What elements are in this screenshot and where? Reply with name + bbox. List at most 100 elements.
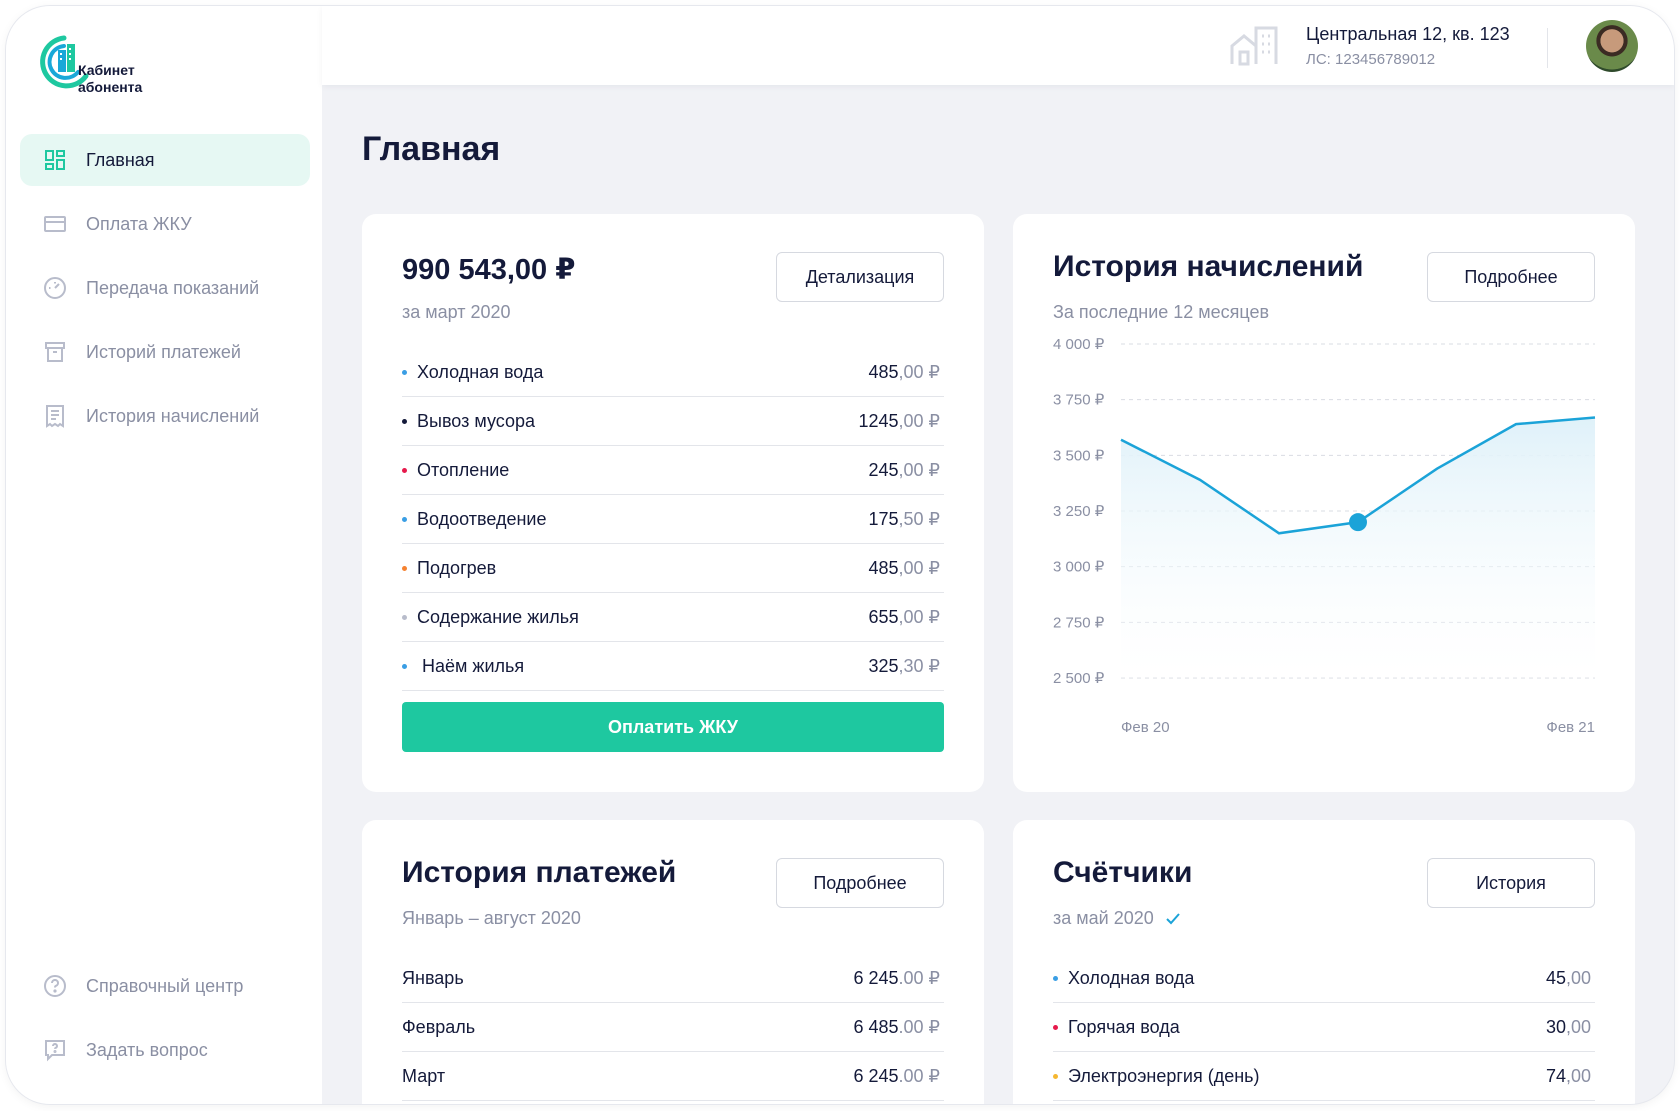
- payment-row-label-wrap: Февраль: [402, 1017, 475, 1038]
- bill-period: за март 2020: [402, 302, 511, 322]
- amount-integer: 6 245: [853, 967, 899, 988]
- bill-item-label: Подогрев: [417, 557, 497, 578]
- sidebar-item-readings[interactable]: Передача показаний: [20, 262, 310, 314]
- meter-row-amount: 45,00: [1546, 968, 1595, 989]
- y-tick-label: 3 500 ₽: [1053, 447, 1105, 464]
- sidebar-item-label: Справочный центр: [86, 975, 244, 996]
- amount-fraction: ,00 ₽: [898, 459, 940, 480]
- archive-icon: [42, 339, 68, 365]
- bill-item: Холодная вода 485,00 ₽: [402, 348, 944, 397]
- receipt-icon: [42, 403, 68, 429]
- amount-fraction: ,00: [1565, 1065, 1591, 1086]
- payments-more-button[interactable]: Подробнее: [776, 858, 944, 908]
- sidebar-item-payment[interactable]: Оплата ЖКУ: [20, 198, 310, 250]
- sidebar-item-label: Задать вопрос: [86, 1039, 208, 1060]
- amount-integer: 485: [868, 361, 899, 382]
- bullet-dot: [402, 663, 407, 669]
- bullet-dot: [402, 516, 407, 522]
- sidebar-item-label: Историй платежей: [86, 341, 241, 362]
- dashboard-icon: [42, 147, 68, 173]
- meter-row-label: Холодная вода: [1068, 967, 1195, 988]
- amount-integer: 1245: [858, 410, 899, 431]
- meters-list: Холодная вода 45,00 Горячая вода 30,00 Элект…: [1053, 954, 1595, 1101]
- sidebar-item-ask-question[interactable]: Задать вопрос: [20, 1024, 310, 1076]
- logo-icon: [40, 35, 89, 89]
- bill-item-label-wrap: Водоотведение: [402, 509, 547, 530]
- payments-card: История платежей Январь – август 2020 По…: [362, 820, 984, 1104]
- accruals-subtitle: За последние 12 месяцев: [1053, 302, 1270, 322]
- meter-row-label-wrap: Горячая вода: [1053, 1017, 1180, 1038]
- meters-subtitle: за май 2020: [1053, 908, 1154, 928]
- bill-item-label: Вывоз мусора: [417, 410, 535, 431]
- amount-integer: 6 245: [853, 1065, 899, 1086]
- address-block[interactable]: Центральная 12, кв. 123 ЛС: 123456789012: [1306, 24, 1510, 68]
- y-tick-label: 2 750 ₽: [1053, 614, 1105, 631]
- logo-line-1: Кабинет: [78, 62, 135, 78]
- meters-card: Счётчики за май 2020 История Холодная во…: [1013, 820, 1635, 1104]
- payment-row-label-wrap: Март: [402, 1066, 445, 1087]
- payments-list: Январь 6 245.00 ₽ Февраль 6 485.00 ₽ Март 6 2…: [402, 954, 944, 1101]
- amount-fraction: .00 ₽: [898, 1065, 940, 1086]
- address-text: Центральная 12, кв. 123: [1306, 24, 1510, 44]
- bill-item-amount: 485,00 ₽: [868, 362, 944, 383]
- amount-integer: 245: [868, 459, 899, 480]
- y-tick-label: 3 750 ₽: [1053, 392, 1105, 409]
- amount-fraction: .00 ₽: [898, 1016, 940, 1037]
- payment-row-label: Январь: [402, 967, 464, 988]
- app-window: Кабинет абонента Главная Оплата ЖКУ: [6, 6, 1674, 1104]
- accruals-more-button[interactable]: Подробнее: [1427, 252, 1595, 302]
- details-button[interactable]: Детализация: [776, 252, 944, 302]
- bullet-dot: [402, 565, 407, 571]
- bill-item-label: Водоотведение: [417, 508, 547, 529]
- bill-item-label-wrap: Холодная вода: [402, 362, 543, 383]
- amount-integer: 30: [1545, 1016, 1566, 1037]
- user-avatar[interactable]: [1586, 20, 1638, 72]
- y-tick-label: 3 250 ₽: [1053, 503, 1105, 520]
- amount-integer: 45: [1545, 967, 1566, 988]
- bullet-dot: [1053, 975, 1058, 981]
- amount-fraction: .00 ₽: [898, 967, 940, 988]
- bill-item-label: Холодная вода: [417, 361, 544, 382]
- meter-row-label-wrap: Электроэнергия (день): [1053, 1066, 1260, 1087]
- bullet-dot: [402, 614, 407, 620]
- y-tick-label: 3 000 ₽: [1053, 559, 1105, 576]
- sidebar-item-label: Оплата ЖКУ: [86, 213, 192, 234]
- sidebar-item-label: История начислений: [86, 405, 260, 426]
- amount-integer: 74: [1545, 1065, 1566, 1086]
- amount-integer: 6 485: [853, 1016, 899, 1037]
- x-tick-label: Фев 20: [1121, 719, 1170, 736]
- amount-fraction: ,00 ₽: [898, 557, 940, 578]
- meter-row: Холодная вода 45,00: [1053, 954, 1595, 1003]
- sidebar-item-label: Главная: [86, 149, 155, 170]
- bullet-dot: [1053, 1024, 1058, 1030]
- meters-subtitle-wrap: за май 2020: [1053, 908, 1182, 929]
- sidebar-bottom-nav: Справочный центр Задать вопрос: [20, 960, 310, 1088]
- bill-item: Наём жилья 325,30 ₽: [402, 642, 944, 691]
- sidebar-item-accrual-history[interactable]: История начислений: [20, 390, 310, 442]
- chart-highlight-point[interactable]: [1349, 513, 1367, 532]
- bill-item-amount: 1245,00 ₽: [858, 411, 944, 432]
- sidebar-item-payment-history[interactable]: Историй платежей: [20, 326, 310, 378]
- amount-fraction: ,00: [1565, 1016, 1591, 1037]
- logo-text: Кабинет абонента: [78, 62, 178, 96]
- house-icon: [1230, 26, 1278, 66]
- payment-row: Март 6 245.00 ₽: [402, 1052, 944, 1101]
- amount-integer: 655: [868, 606, 899, 627]
- sidebar-item-help-center[interactable]: Справочный центр: [20, 960, 310, 1012]
- sidebar: Кабинет абонента Главная Оплата ЖКУ: [6, 6, 322, 1104]
- sidebar-item-home[interactable]: Главная: [20, 134, 310, 186]
- bill-item-label: Наём жилья: [417, 655, 525, 676]
- y-tick-label: 4 000 ₽: [1053, 336, 1105, 353]
- pay-button[interactable]: Оплатить ЖКУ: [402, 702, 944, 752]
- meter-row: Горячая вода 30,00: [1053, 1003, 1595, 1052]
- y-tick-label: 2 500 ₽: [1053, 670, 1105, 687]
- amount-fraction: ,00: [1565, 967, 1591, 988]
- logo[interactable]: Кабинет абонента: [32, 32, 172, 96]
- chart-area: [1121, 417, 1595, 678]
- meter-row-label-wrap: Холодная вода: [1053, 968, 1194, 989]
- bill-item-label-wrap: Содержание жилья: [402, 607, 579, 628]
- meters-history-button[interactable]: История: [1427, 858, 1595, 908]
- x-tick-label: Фев 21: [1546, 719, 1595, 736]
- header-divider: [1547, 28, 1548, 68]
- meter-row-amount: 74,00: [1546, 1066, 1595, 1087]
